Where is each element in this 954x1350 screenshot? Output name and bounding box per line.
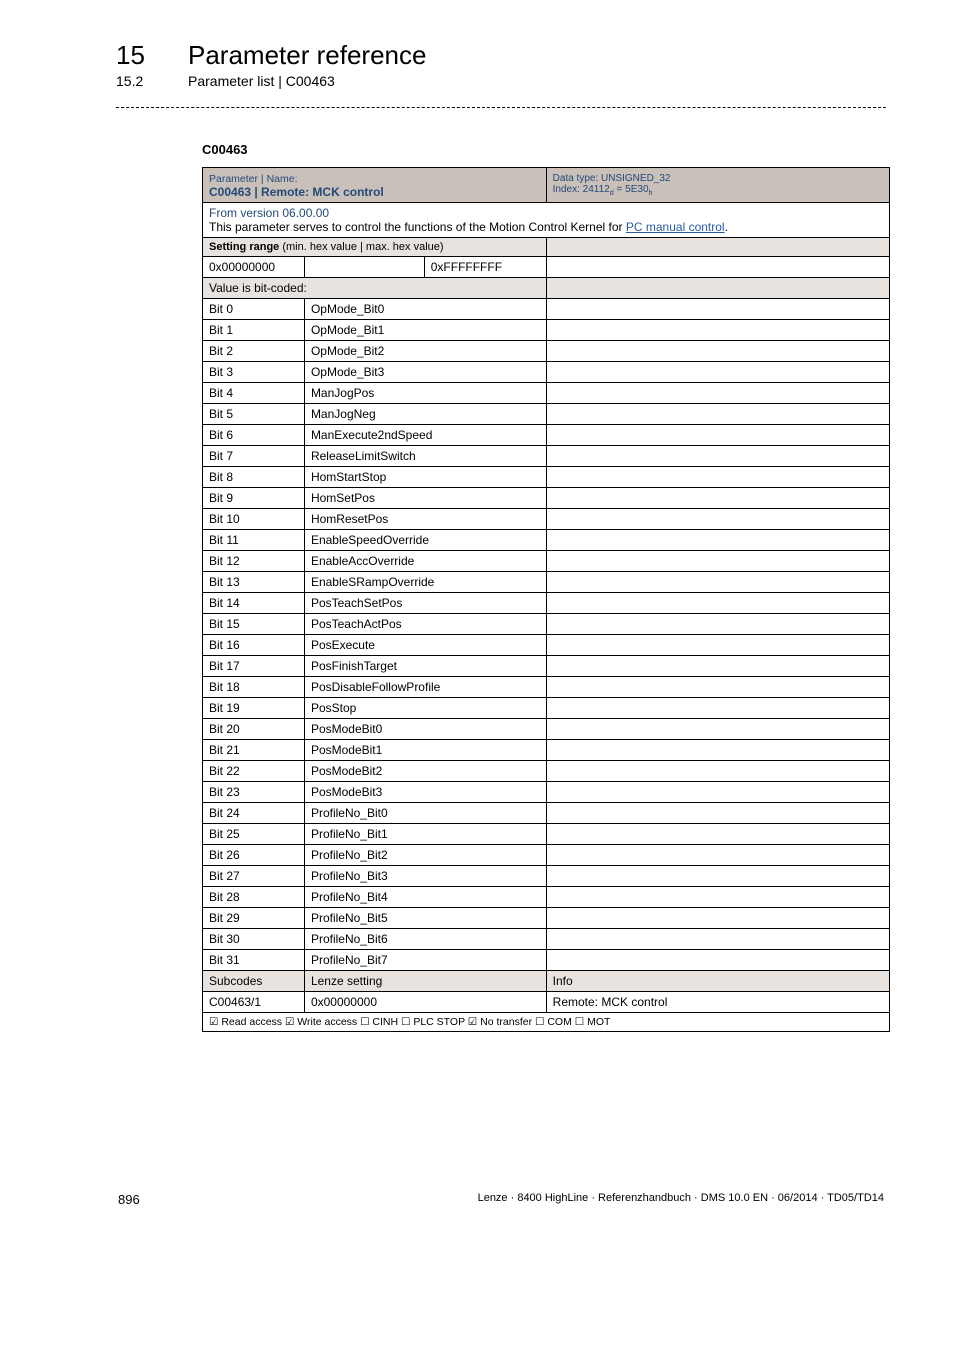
bit-value: ProfileNo_Bit6 bbox=[304, 929, 546, 950]
bit-number: Bit 10 bbox=[203, 509, 305, 530]
bit-value: OpMode_Bit3 bbox=[304, 362, 546, 383]
bit-number: Bit 30 bbox=[203, 929, 305, 950]
bit-value: ReleaseLimitSwitch bbox=[304, 446, 546, 467]
chapter-title: Parameter reference bbox=[188, 40, 426, 71]
bit-number: Bit 26 bbox=[203, 845, 305, 866]
bit-number: Bit 5 bbox=[203, 404, 305, 425]
bit-number: Bit 0 bbox=[203, 299, 305, 320]
bit-number: Bit 29 bbox=[203, 908, 305, 929]
bit-value: PosStop bbox=[304, 698, 546, 719]
index-label: Index: 24112d = 5E30h bbox=[553, 184, 653, 195]
param-title: C00463 | Remote: MCK control bbox=[209, 185, 384, 199]
bit-value: HomResetPos bbox=[304, 509, 546, 530]
page-header: 15 Parameter reference 15.2 Parameter li… bbox=[116, 40, 886, 89]
bit-value: ProfileNo_Bit1 bbox=[304, 824, 546, 845]
table-header-right: Data type: UNSIGNED_32 Index: 24112d = 5… bbox=[546, 168, 889, 203]
bit-value: ProfileNo_Bit5 bbox=[304, 908, 546, 929]
bit-number: Bit 11 bbox=[203, 530, 305, 551]
bit-number: Bit 8 bbox=[203, 467, 305, 488]
bit-number: Bit 9 bbox=[203, 488, 305, 509]
bit-value: ProfileNo_Bit3 bbox=[304, 866, 546, 887]
bit-number: Bit 21 bbox=[203, 740, 305, 761]
info-header: Info bbox=[546, 971, 889, 992]
bit-number: Bit 27 bbox=[203, 866, 305, 887]
dashed-rule bbox=[116, 107, 886, 108]
bit-value: PosDisableFollowProfile bbox=[304, 677, 546, 698]
bit-number: Bit 13 bbox=[203, 572, 305, 593]
bit-value: EnableSRampOverride bbox=[304, 572, 546, 593]
bit-value: EnableSpeedOverride bbox=[304, 530, 546, 551]
bit-number: Bit 3 bbox=[203, 362, 305, 383]
bitcoded-label: Value is bit-coded: bbox=[203, 278, 547, 299]
bit-number: Bit 12 bbox=[203, 551, 305, 572]
bit-number: Bit 6 bbox=[203, 425, 305, 446]
data-type-label: Data type: UNSIGNED_32 bbox=[553, 173, 671, 184]
setting-range-cell: Setting range (min. hex value | max. hex… bbox=[203, 238, 547, 257]
bit-number: Bit 19 bbox=[203, 698, 305, 719]
range-min: 0x00000000 bbox=[203, 257, 305, 278]
bit-value: ProfileNo_Bit7 bbox=[304, 950, 546, 971]
bit-number: Bit 22 bbox=[203, 761, 305, 782]
range-max: 0xFFFFFFFF bbox=[424, 257, 546, 278]
bit-number: Bit 17 bbox=[203, 656, 305, 677]
bit-number: Bit 14 bbox=[203, 593, 305, 614]
access-flags: ☑ Read access ☑ Write access ☐ CINH ☐ PL… bbox=[203, 1013, 890, 1032]
bit-number: Bit 1 bbox=[203, 320, 305, 341]
bit-value: OpMode_Bit0 bbox=[304, 299, 546, 320]
bit-value: OpMode_Bit1 bbox=[304, 320, 546, 341]
lenze-setting-value: 0x00000000 bbox=[304, 992, 546, 1013]
bit-number: Bit 25 bbox=[203, 824, 305, 845]
bit-value: PosFinishTarget bbox=[304, 656, 546, 677]
bit-value: PosModeBit1 bbox=[304, 740, 546, 761]
bit-value: HomSetPos bbox=[304, 488, 546, 509]
param-code-heading: C00463 bbox=[202, 142, 886, 157]
bit-value: ProfileNo_Bit0 bbox=[304, 803, 546, 824]
bit-value: PosTeachActPos bbox=[304, 614, 546, 635]
bit-number: Bit 2 bbox=[203, 341, 305, 362]
section-title: Parameter list | C00463 bbox=[188, 73, 335, 89]
bit-value: ProfileNo_Bit2 bbox=[304, 845, 546, 866]
bit-value: OpMode_Bit2 bbox=[304, 341, 546, 362]
pc-manual-control-link[interactable]: PC manual control bbox=[626, 220, 725, 234]
bit-value: PosModeBit2 bbox=[304, 761, 546, 782]
bit-value: PosModeBit0 bbox=[304, 719, 546, 740]
bit-number: Bit 20 bbox=[203, 719, 305, 740]
bit-number: Bit 16 bbox=[203, 635, 305, 656]
version-desc-cell: From version 06.00.00 This parameter ser… bbox=[203, 203, 890, 238]
parameter-table: Parameter | Name: C00463 | Remote: MCK c… bbox=[202, 167, 890, 1032]
description-text: This parameter serves to control the fun… bbox=[209, 220, 728, 234]
param-name-label: Parameter | Name: bbox=[209, 173, 298, 185]
lenze-setting-header: Lenze setting bbox=[304, 971, 546, 992]
setting-range-empty bbox=[546, 238, 889, 257]
footer-meta: Lenze · 8400 HighLine · Referenzhandbuch… bbox=[478, 1192, 884, 1207]
bit-value: ManJogPos bbox=[304, 383, 546, 404]
bit-number: Bit 4 bbox=[203, 383, 305, 404]
bit-number: Bit 28 bbox=[203, 887, 305, 908]
subcode-value: C00463/1 bbox=[203, 992, 305, 1013]
bit-number: Bit 31 bbox=[203, 950, 305, 971]
bit-value: PosTeachSetPos bbox=[304, 593, 546, 614]
bit-number: Bit 24 bbox=[203, 803, 305, 824]
bit-value: ProfileNo_Bit4 bbox=[304, 887, 546, 908]
subcodes-header: Subcodes bbox=[203, 971, 305, 992]
info-value: Remote: MCK control bbox=[546, 992, 889, 1013]
bit-value: PosModeBit3 bbox=[304, 782, 546, 803]
table-header-left: Parameter | Name: C00463 | Remote: MCK c… bbox=[203, 168, 547, 203]
bit-value: ManExecute2ndSpeed bbox=[304, 425, 546, 446]
bit-value: HomStartStop bbox=[304, 467, 546, 488]
bit-number: Bit 18 bbox=[203, 677, 305, 698]
bit-value: ManJogNeg bbox=[304, 404, 546, 425]
version-label: From version 06.00.00 bbox=[209, 206, 329, 220]
page-footer: 896 Lenze · 8400 HighLine · Referenzhand… bbox=[116, 1192, 886, 1207]
chapter-number: 15 bbox=[116, 40, 160, 71]
bit-value: PosExecute bbox=[304, 635, 546, 656]
bit-number: Bit 15 bbox=[203, 614, 305, 635]
page-number: 896 bbox=[118, 1192, 140, 1207]
section-number: 15.2 bbox=[116, 73, 160, 89]
bit-number: Bit 23 bbox=[203, 782, 305, 803]
bit-value: EnableAccOverride bbox=[304, 551, 546, 572]
bit-number: Bit 7 bbox=[203, 446, 305, 467]
